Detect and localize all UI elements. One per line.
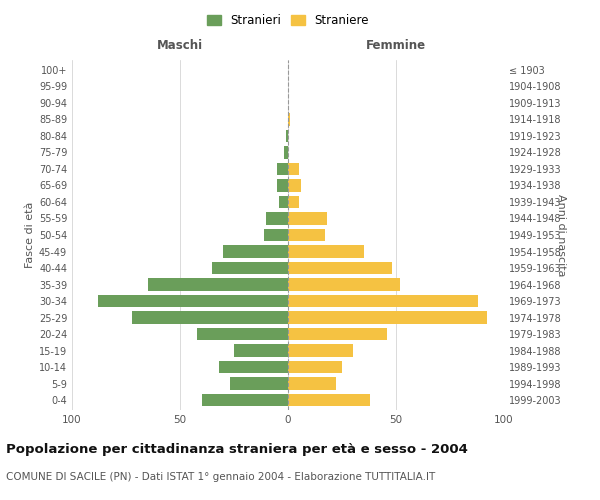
Bar <box>202 394 288 406</box>
Bar <box>212 262 288 274</box>
Bar <box>219 361 288 374</box>
Bar <box>288 378 335 390</box>
Text: COMUNE DI SACILE (PN) - Dati ISTAT 1° gennaio 2004 - Elaborazione TUTTITALIA.IT: COMUNE DI SACILE (PN) - Dati ISTAT 1° ge… <box>6 472 435 482</box>
Bar <box>266 212 288 224</box>
Bar <box>223 246 288 258</box>
Bar <box>98 295 288 307</box>
Bar <box>148 278 288 290</box>
Bar <box>133 312 288 324</box>
Bar <box>197 328 288 340</box>
Text: Maschi: Maschi <box>157 38 203 52</box>
Bar <box>230 378 288 390</box>
Text: Popolazione per cittadinanza straniera per età e sesso - 2004: Popolazione per cittadinanza straniera p… <box>6 442 468 456</box>
Bar <box>277 163 288 175</box>
Bar <box>288 180 301 192</box>
Text: Femmine: Femmine <box>366 38 426 52</box>
Bar <box>288 196 299 208</box>
Bar <box>288 163 299 175</box>
Y-axis label: Fasce di età: Fasce di età <box>25 202 35 268</box>
Bar <box>284 146 288 158</box>
Bar <box>288 344 353 357</box>
Bar <box>288 361 342 374</box>
Bar <box>234 344 288 357</box>
Bar <box>288 394 370 406</box>
Bar <box>288 262 392 274</box>
Bar <box>288 278 400 290</box>
Bar <box>288 328 388 340</box>
Bar <box>277 180 288 192</box>
Bar <box>264 229 288 241</box>
Bar <box>288 229 325 241</box>
Bar <box>288 312 487 324</box>
Bar <box>280 196 288 208</box>
Legend: Stranieri, Straniere: Stranieri, Straniere <box>203 11 373 31</box>
Bar <box>288 212 327 224</box>
Y-axis label: Anni di nascita: Anni di nascita <box>556 194 566 276</box>
Bar <box>288 113 290 126</box>
Bar <box>288 246 364 258</box>
Bar <box>286 130 288 142</box>
Bar <box>288 295 478 307</box>
